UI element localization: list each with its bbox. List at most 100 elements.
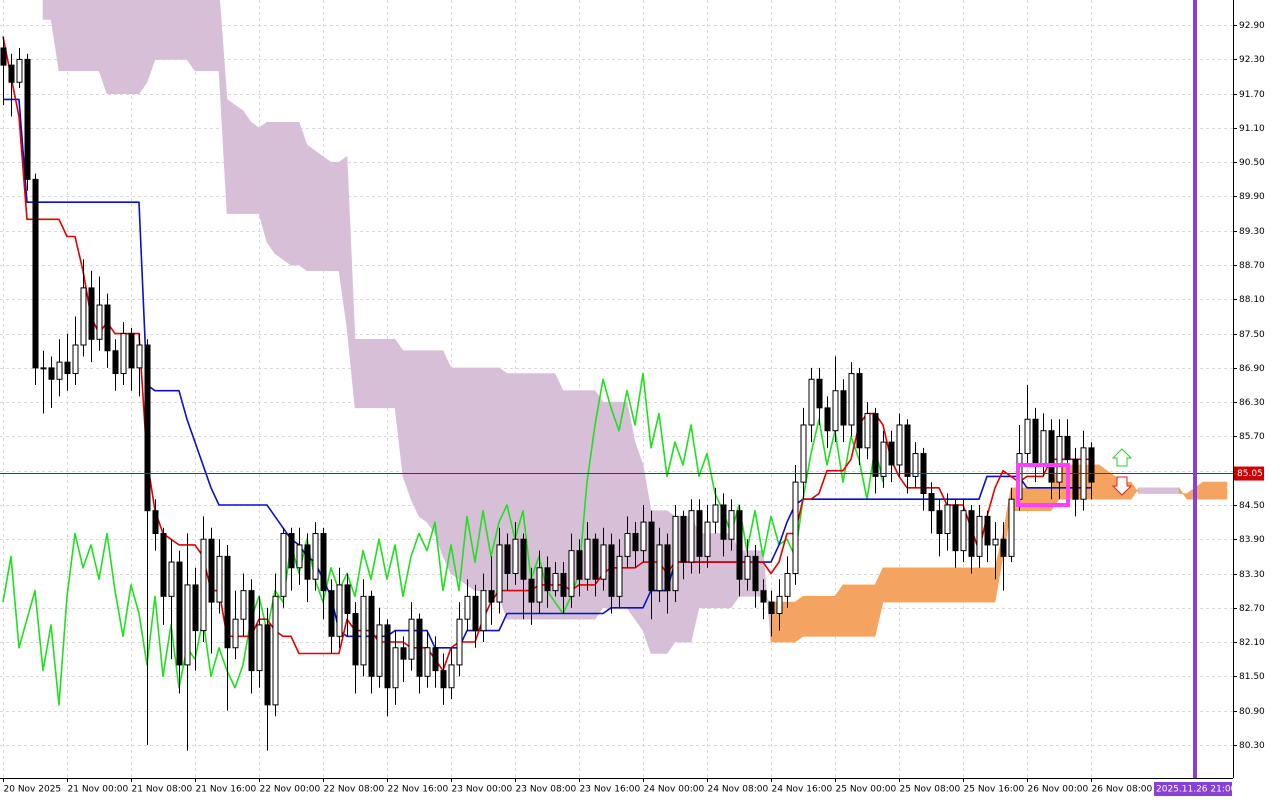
candle-body bbox=[0, 47, 7, 66]
x-tick-label: 26 Nov 08:00 bbox=[1092, 785, 1153, 795]
y-tick-label: 84.50 bbox=[1239, 501, 1265, 511]
candle-body bbox=[928, 493, 935, 512]
cloud-segment bbox=[1138, 487, 1148, 494]
cloud-segment bbox=[378, 339, 388, 409]
candle-body bbox=[712, 504, 719, 523]
x-tick-label: 24 Nov 16:00 bbox=[772, 785, 833, 795]
candle-body bbox=[784, 573, 791, 597]
candle-body bbox=[728, 510, 735, 540]
cloud-segment bbox=[978, 567, 988, 603]
cloud-segment bbox=[186, 0, 196, 72]
cloud-segment bbox=[234, 104, 244, 214]
candle-body bbox=[40, 367, 47, 370]
candle-body bbox=[440, 670, 447, 689]
cloud-segment bbox=[1170, 487, 1180, 494]
cloud-segment bbox=[242, 109, 252, 214]
cloud-segment bbox=[402, 350, 412, 500]
candle-body bbox=[344, 584, 351, 614]
candle-body bbox=[352, 612, 359, 666]
x-tick-label: 24 Nov 08:00 bbox=[708, 785, 769, 795]
candle-body bbox=[400, 647, 407, 660]
time-marker-label: 2025.11.26 21:00 bbox=[1156, 785, 1237, 795]
cloud-segment bbox=[882, 567, 892, 603]
candle-body bbox=[752, 555, 759, 592]
cloud-segment bbox=[1162, 487, 1172, 494]
x-tick-label: 21 Nov 16:00 bbox=[196, 785, 257, 795]
candle-body bbox=[56, 361, 63, 380]
candle-body bbox=[424, 647, 431, 677]
candle-body bbox=[568, 550, 575, 597]
candle-body bbox=[896, 424, 903, 466]
candle-body bbox=[16, 58, 23, 83]
candle-body bbox=[960, 510, 967, 552]
cloud-segment bbox=[210, 0, 220, 72]
candle-body bbox=[872, 413, 879, 477]
candle-body bbox=[376, 624, 383, 677]
cloud-segment bbox=[418, 350, 428, 523]
candle-body bbox=[368, 595, 375, 677]
candle-body bbox=[992, 538, 999, 546]
time-marker-box bbox=[1154, 782, 1232, 796]
candle-body bbox=[168, 561, 175, 597]
cloud-segment bbox=[1218, 481, 1228, 500]
cloud-segment bbox=[106, 0, 116, 94]
candle-body bbox=[704, 521, 711, 557]
candle-body bbox=[656, 544, 663, 592]
cloud-segment bbox=[74, 0, 84, 72]
candle-body bbox=[976, 515, 983, 557]
y-tick-label: 83.30 bbox=[1239, 570, 1265, 580]
candle-body bbox=[464, 595, 471, 620]
x-tick-label: 24 Nov 00:00 bbox=[644, 785, 705, 795]
cloud-segment bbox=[410, 350, 420, 517]
candle-body bbox=[272, 595, 279, 706]
cloud-segment bbox=[1026, 487, 1036, 511]
cloud-segment bbox=[1034, 487, 1044, 511]
x-tick-label: 26 Nov 00:00 bbox=[1028, 785, 1089, 795]
cloud-segment bbox=[714, 533, 724, 609]
candle-body bbox=[912, 453, 919, 477]
y-tick-label: 91.70 bbox=[1239, 90, 1265, 100]
cloud-segment bbox=[370, 339, 380, 409]
x-tick-label: 21 Nov 08:00 bbox=[132, 785, 193, 795]
candle-body bbox=[64, 361, 71, 375]
candle-body bbox=[760, 590, 767, 603]
candle-body bbox=[616, 555, 623, 597]
candle-body bbox=[880, 441, 887, 477]
cloud-segment bbox=[250, 121, 260, 214]
candle-body bbox=[592, 538, 599, 580]
candle-body bbox=[776, 595, 783, 614]
cloud-segment bbox=[858, 584, 868, 637]
cloud-segment bbox=[154, 0, 164, 60]
y-tick-label: 89.30 bbox=[1239, 227, 1265, 237]
y-tick-label: 87.50 bbox=[1239, 330, 1265, 340]
x-tick-label: 23 Nov 08:00 bbox=[516, 785, 577, 795]
cloud-segment bbox=[938, 567, 948, 603]
candle-body bbox=[576, 550, 583, 580]
cloud-segment bbox=[354, 339, 364, 409]
y-tick-label: 82.70 bbox=[1239, 604, 1265, 614]
candle-body bbox=[792, 481, 799, 575]
cloud-segment bbox=[58, 0, 68, 72]
candle-body bbox=[544, 567, 551, 592]
candle-body bbox=[888, 441, 895, 466]
cloud-segment bbox=[178, 0, 188, 60]
cloud-segment bbox=[426, 350, 436, 535]
cloud-segment bbox=[42, 0, 52, 20]
cloud-segment bbox=[146, 0, 156, 83]
cloud-segment bbox=[130, 0, 140, 94]
cloud-segment bbox=[50, 0, 60, 71]
y-tick-label: 92.30 bbox=[1239, 55, 1265, 65]
candle-body bbox=[488, 590, 495, 603]
candle-body bbox=[528, 578, 535, 603]
candle-body bbox=[608, 544, 615, 597]
candle-body bbox=[1048, 430, 1055, 483]
x-tick-label: 22 Nov 08:00 bbox=[324, 785, 385, 795]
cloud-segment bbox=[826, 596, 836, 637]
candle-body bbox=[120, 333, 127, 375]
candle-body bbox=[1040, 430, 1047, 466]
candle-body bbox=[360, 595, 367, 666]
candle-body bbox=[256, 624, 263, 672]
candle-body bbox=[320, 533, 327, 592]
x-tick-label: 23 Nov 00:00 bbox=[452, 785, 513, 795]
cloud-segment bbox=[922, 567, 932, 603]
